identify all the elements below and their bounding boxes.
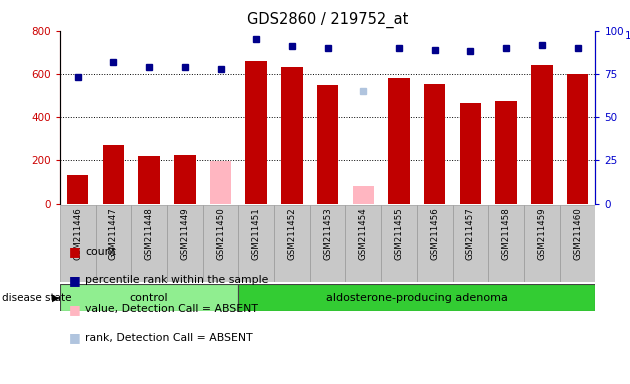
Text: GSM211452: GSM211452 bbox=[287, 208, 296, 260]
Text: GSM211450: GSM211450 bbox=[216, 208, 225, 260]
Text: GDS2860 / 219752_at: GDS2860 / 219752_at bbox=[247, 12, 408, 28]
Bar bbox=[246, 61, 267, 204]
Text: GSM211456: GSM211456 bbox=[430, 208, 439, 260]
Text: control: control bbox=[130, 293, 168, 303]
Bar bbox=[131, 205, 167, 282]
Bar bbox=[310, 205, 345, 282]
Text: GSM211447: GSM211447 bbox=[109, 208, 118, 260]
Bar bbox=[452, 205, 488, 282]
Bar bbox=[139, 156, 160, 204]
Bar bbox=[345, 205, 381, 282]
Text: GSM211448: GSM211448 bbox=[145, 208, 154, 260]
Bar bbox=[67, 175, 88, 204]
Bar bbox=[353, 186, 374, 204]
Bar bbox=[524, 205, 559, 282]
Text: value, Detection Call = ABSENT: value, Detection Call = ABSENT bbox=[85, 304, 258, 314]
Bar bbox=[460, 103, 481, 204]
Text: GSM211451: GSM211451 bbox=[252, 208, 261, 260]
Bar bbox=[103, 145, 124, 204]
Bar bbox=[488, 205, 524, 282]
Text: GSM211459: GSM211459 bbox=[537, 208, 546, 260]
Bar bbox=[174, 155, 195, 204]
Text: ■: ■ bbox=[69, 245, 81, 258]
Text: GSM211458: GSM211458 bbox=[501, 208, 510, 260]
Bar bbox=[559, 205, 595, 282]
Text: ■: ■ bbox=[69, 303, 81, 316]
Bar bbox=[567, 74, 588, 204]
Text: ■: ■ bbox=[69, 274, 81, 287]
Bar bbox=[203, 205, 238, 282]
Bar bbox=[238, 205, 274, 282]
Bar bbox=[281, 68, 302, 204]
Bar bbox=[381, 205, 417, 282]
Text: percentile rank within the sample: percentile rank within the sample bbox=[85, 275, 268, 285]
Text: ■: ■ bbox=[69, 331, 81, 344]
Text: GSM211457: GSM211457 bbox=[466, 208, 475, 260]
Text: GSM211446: GSM211446 bbox=[73, 208, 82, 260]
Bar bbox=[417, 205, 452, 282]
Text: 100%: 100% bbox=[625, 31, 630, 41]
Bar bbox=[495, 101, 517, 204]
Text: disease state: disease state bbox=[2, 293, 71, 303]
Bar bbox=[531, 65, 553, 204]
Text: GSM211455: GSM211455 bbox=[394, 208, 403, 260]
Bar bbox=[424, 84, 445, 204]
Bar bbox=[317, 85, 338, 204]
Bar bbox=[60, 284, 238, 311]
Bar bbox=[96, 205, 131, 282]
Text: GSM211454: GSM211454 bbox=[359, 208, 368, 260]
Bar bbox=[388, 78, 410, 204]
Text: rank, Detection Call = ABSENT: rank, Detection Call = ABSENT bbox=[85, 333, 253, 343]
Bar bbox=[210, 161, 231, 204]
Bar bbox=[238, 284, 595, 311]
Text: GSM211460: GSM211460 bbox=[573, 208, 582, 260]
Bar bbox=[60, 205, 96, 282]
Text: GSM211449: GSM211449 bbox=[180, 208, 189, 260]
Text: count: count bbox=[85, 247, 116, 257]
Text: GSM211453: GSM211453 bbox=[323, 208, 332, 260]
Text: ▶: ▶ bbox=[52, 293, 60, 303]
Text: aldosterone-producing adenoma: aldosterone-producing adenoma bbox=[326, 293, 508, 303]
Bar bbox=[167, 205, 203, 282]
Bar bbox=[274, 205, 310, 282]
